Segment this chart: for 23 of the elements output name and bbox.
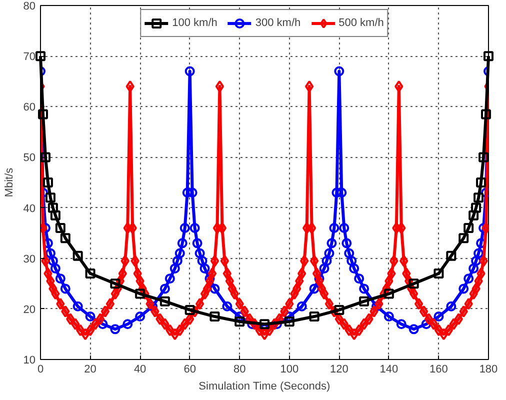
x-tick-label: 0	[37, 364, 44, 376]
y-tick-label: 80	[23, 0, 36, 12]
x-tick-label: 160	[430, 364, 448, 376]
x-tick-label: 60	[184, 364, 196, 376]
y-tick-label: 10	[23, 354, 36, 366]
y-axis-title: Mbit/s	[3, 167, 16, 198]
y-tick-label: 40	[23, 202, 36, 215]
y-tick-label: 20	[23, 304, 36, 316]
y-tick-label: 70	[23, 51, 36, 64]
y-tick-label: 60	[23, 102, 36, 114]
x-tick-label: 80	[233, 364, 246, 376]
x-tick-label: 180	[479, 364, 498, 376]
y-tick-label: 50	[23, 152, 36, 164]
x-tick-label: 120	[330, 364, 348, 376]
x-tick-label: 100	[280, 364, 299, 376]
x-axis-title: Simulation Time (Seconds)	[198, 380, 330, 392]
x-tick-label: 20	[84, 364, 96, 376]
x-tick-label: 140	[380, 364, 398, 376]
legend-label: 500 km/h	[338, 17, 384, 29]
legend-label: 300 km/h	[255, 17, 301, 29]
x-tick-label: 40	[134, 364, 146, 376]
y-tick-label: 30	[23, 253, 36, 266]
legend-label: 100 km/h	[172, 17, 218, 29]
